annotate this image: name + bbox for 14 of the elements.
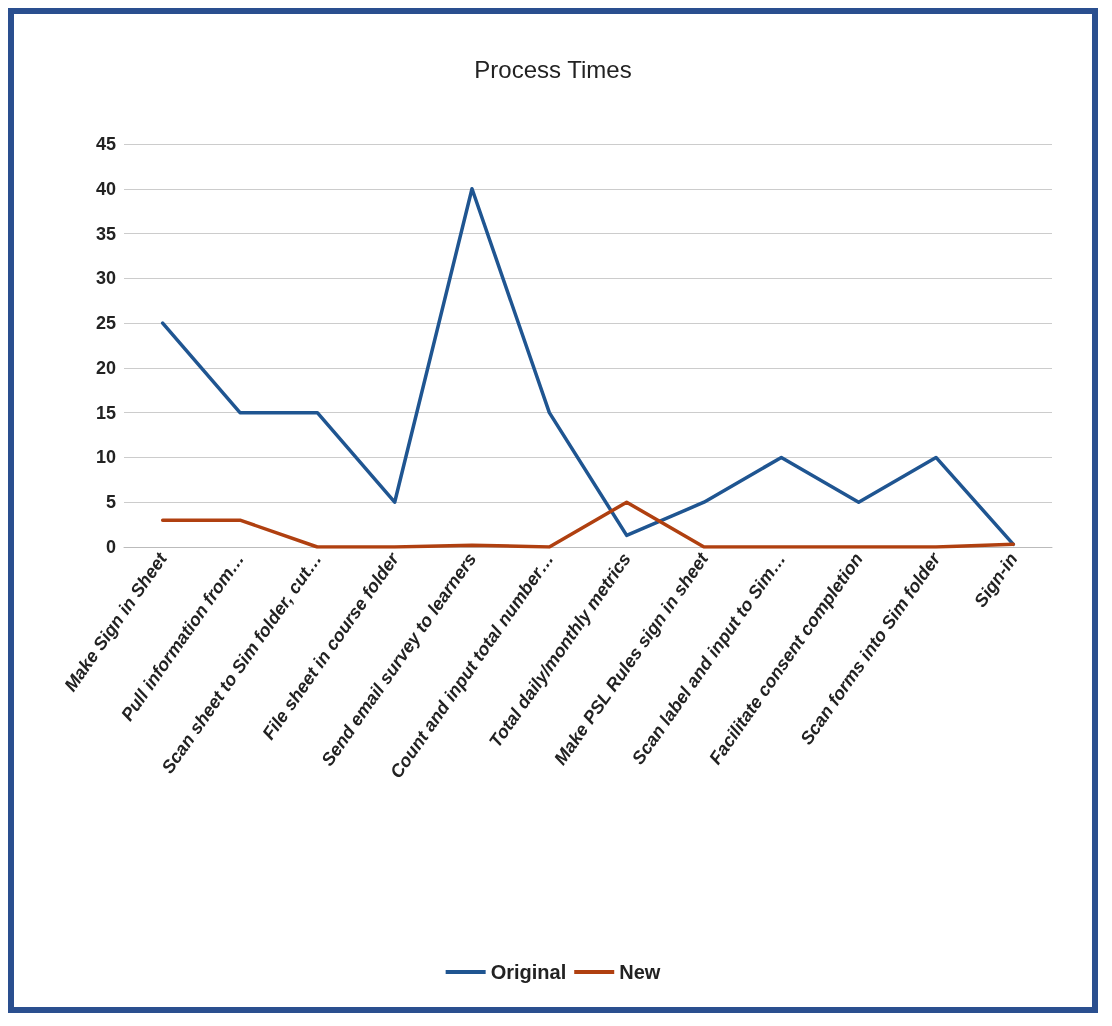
y-tick-label: 0 [105,537,116,557]
y-tick-label: 20 [95,357,116,378]
y-tick-label: 15 [95,402,116,423]
legend-label: Original [490,961,567,983]
chart-title: Process Times [474,55,632,83]
y-tick-label: 10 [95,447,116,468]
y-tick-label: 40 [95,178,116,199]
y-tick-label: 30 [95,268,116,289]
y-tick-label: 35 [95,223,116,244]
y-tick-label: 45 [95,134,116,154]
legend-label: New [619,961,661,983]
line-series [160,500,1016,549]
y-tick-label: 5 [105,492,116,513]
y-tick-label: 25 [95,313,116,334]
